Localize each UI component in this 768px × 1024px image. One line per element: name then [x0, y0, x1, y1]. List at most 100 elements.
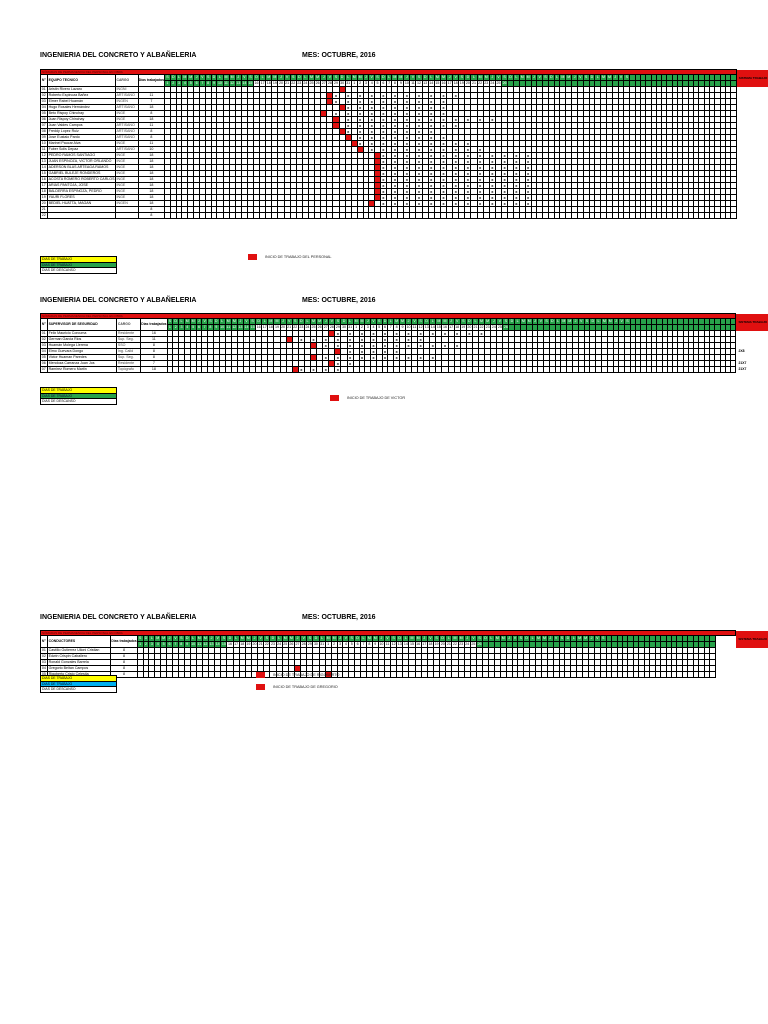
col-count-header: Días trabajados [137, 74, 166, 87]
day-cell [547, 212, 555, 219]
day-cell [358, 366, 366, 373]
day-cell [216, 212, 224, 219]
day-cell [458, 212, 466, 219]
day-cell [606, 366, 614, 373]
day-cell [350, 212, 358, 219]
start-marker-icon [256, 684, 265, 690]
legend-rest-days: DIAS DE DESCANSO [40, 398, 117, 405]
day-cell [187, 212, 195, 219]
day-cell [582, 671, 590, 678]
day-cell [540, 671, 548, 678]
table-row: 14 ADERSON BLAS ARTEAGA RAMOS INGE 18 x x x x x x… [40, 164, 768, 171]
row-name [46, 212, 116, 219]
day-cell [342, 671, 350, 678]
table-row: 13 JUAN ESPINOZA, VICTOR ORLANDO INGE 18 x x x… [40, 158, 768, 165]
day-cell [566, 366, 574, 373]
day-cell [379, 212, 387, 219]
day-cell [576, 212, 584, 219]
sistema-header: SISTEMA TRABAJO [735, 630, 768, 648]
day-cell [588, 212, 596, 219]
day-cell [508, 366, 516, 373]
day-cell [452, 212, 460, 219]
day-cell [326, 212, 334, 219]
day-cell [198, 212, 206, 219]
day-cell [488, 212, 496, 219]
day-cell [501, 212, 509, 219]
sistema-header: SISTEMA TRABAJO [736, 69, 768, 87]
legend: DIAS DE TRABAJO DIAS DE TRABAJO DIAS DE … [40, 387, 117, 405]
start-marker-icon [330, 395, 339, 401]
row-sistema: 2X8 [738, 349, 745, 353]
col-no-header: N° [40, 635, 48, 648]
day-cell [560, 366, 568, 373]
col-count-header: Días trabajados [140, 318, 168, 331]
day-cell [252, 212, 261, 219]
day-cell [330, 671, 338, 678]
grid-red-header-label: NÓMADAS DE PERMANENCIA DEL PERSONAL EN O… [42, 70, 123, 74]
day-cell [189, 366, 197, 373]
table-row: 02 Edwin Crispin Caballero 8 [40, 653, 768, 660]
day-cell [332, 212, 340, 219]
start-legend-label: INICIO DE TRABAJO DE GREGORIO [273, 685, 338, 689]
attendance-table-equipo: NÓMADAS DE PERMANENCIA DEL PERSONAL EN O… [40, 69, 768, 219]
start-legend-label: INICIO DE TRABAJO DEL PERSONAL [265, 255, 332, 259]
table-row: 02 German Garcia Rios Sup. Seg. 11 x x x x x x x x x… [40, 336, 768, 343]
row-cargo: ARTISANO [114, 122, 139, 129]
day-cell [271, 212, 279, 219]
day-cell [470, 212, 478, 219]
table-row: 06 Mendoza Carranza Juan Jos Residente 7 x x 2… [40, 360, 768, 367]
table-row: 05 Beto Rispoy Chinchay INGE 8 x x x x x x x x x x [40, 110, 768, 117]
day-cell [346, 366, 354, 373]
table-row: 03 Elmer Rabel Huamán INGEN 7 x x x x x x x x x x [40, 98, 768, 105]
day-cell [189, 671, 197, 678]
day-cell [606, 212, 613, 219]
legend: DIAS DE TRABAJO DIAS DE TRABAJO DIAS DE … [40, 675, 117, 693]
day-cell [142, 671, 150, 678]
month-title: MES: OCTUBRE, 2016 [302, 614, 376, 621]
row-cargo: ARTISANO [114, 104, 139, 111]
attendance-table-conductores: NÓMADAS DE PERMANENCIA DEL PERSONAL EN O… [39, 630, 768, 678]
day-cell [464, 212, 472, 219]
attendance-grid: NÓMADAS DE PERMANENCIA DEL PERSONAL EN O… [40, 69, 768, 219]
table-row: 15 GABRIEL BULEJE RONDEROS INGE 18 x x x x x x x x x… [40, 170, 768, 177]
day-cell [525, 366, 533, 373]
col-no-header: N° [40, 74, 48, 87]
row-sistema: 21X7 [738, 361, 747, 365]
table-row: 11 Fuber Solis Depaz ARTISANO 10 x x x x x x x x x x [40, 146, 768, 153]
start-legend-rigoberto: INICIO DE TRABAJO DE RIGOBERTO [256, 672, 339, 678]
row-cargo: ARTISANO [114, 128, 139, 135]
day-cell [365, 671, 373, 678]
page-title: INGENIERIA DEL CONCRETO Y ALBAÑELERIA [40, 52, 197, 59]
day-cell [523, 671, 531, 678]
table-row: 09 Jose Eustaio Pardo ARTISANO 8 x x x x x x x x [40, 134, 768, 141]
col-cargo-header: CARGO [114, 74, 139, 87]
day-cell [439, 212, 448, 219]
day-cell [318, 671, 326, 678]
day-cell [507, 212, 514, 219]
table-row: 12 PEDRO RAMOS SANTIAGO INGE 18 x x x x x x x x x x x x… [40, 152, 768, 159]
grid-red-header-label: NÓMADAS DE PERMANENCIA DEL PERSONAL EN O… [42, 314, 123, 318]
row-cargo [114, 212, 139, 219]
start-legend-label: INICIO DE TRABAJO DE VICTOR [347, 396, 406, 400]
day-cell [617, 212, 625, 219]
row-days-worked: 8 [110, 671, 138, 678]
page-title: INGENIERIA DEL CONCRETO Y ALBAÑELERIA [40, 297, 197, 304]
day-cell [172, 366, 180, 373]
start-marker [324, 671, 332, 678]
legend-rest-days: DIAS DE DESCANSO [40, 267, 117, 274]
day-cell [730, 366, 737, 373]
table-row: 03 Huamán Molega Llerena SSO 8 x x x x x x x x x x x x [40, 342, 768, 349]
day-cell [277, 212, 285, 219]
grid-red-header-label: NÓMADAS DE PERMANENCIA DEL PERSONAL EN O… [42, 631, 123, 635]
row-name: JUAN ESPINOZA, VICTOR ORLANDO [46, 158, 116, 165]
day-cell [295, 212, 303, 219]
day-cell [403, 212, 411, 219]
day-cell [338, 212, 346, 219]
table-row: 22 8 [40, 212, 768, 219]
legend-rest-days: DIAS DE DESCANSO [40, 686, 117, 693]
month-title: MES: OCTUBRE, 2016 [302, 52, 376, 59]
day-cell [289, 212, 297, 219]
day-cell [169, 212, 177, 219]
day-cell [160, 671, 168, 678]
row-sistema [736, 213, 768, 219]
